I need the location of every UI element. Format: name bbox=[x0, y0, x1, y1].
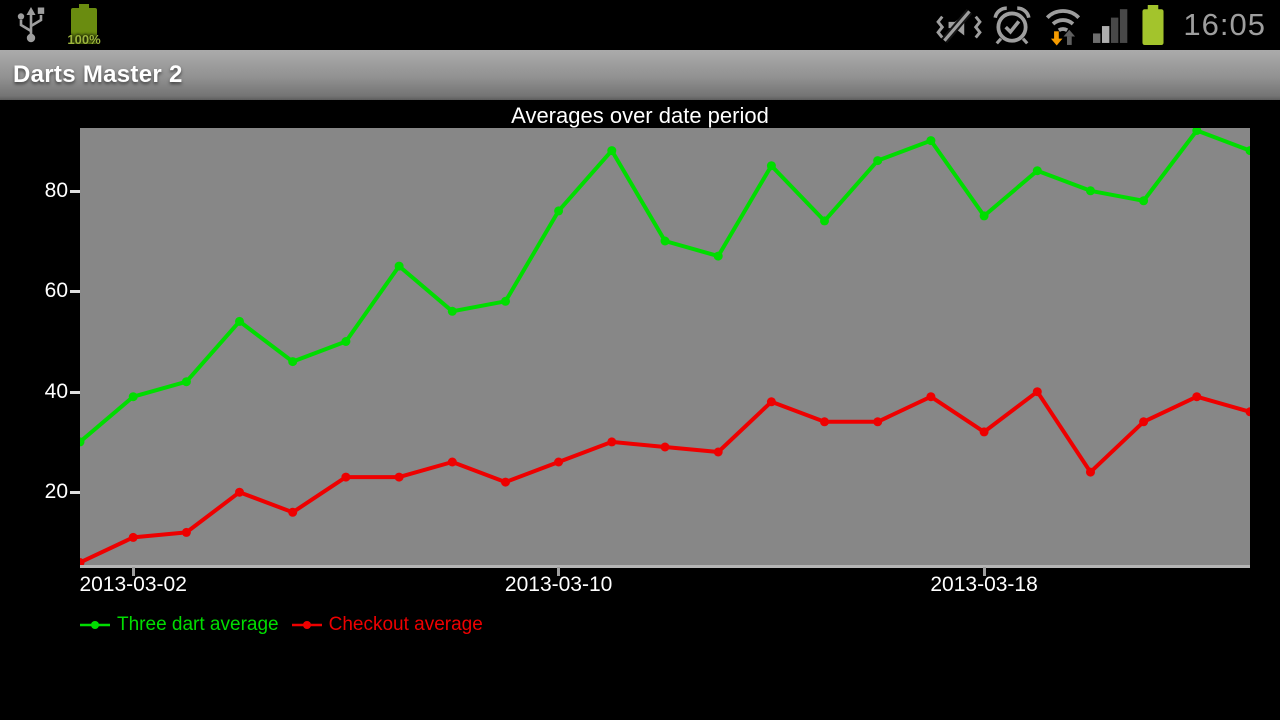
data-point bbox=[766, 397, 776, 407]
data-point bbox=[1032, 387, 1042, 397]
battery-charging-shape bbox=[71, 4, 97, 44]
data-point bbox=[660, 442, 670, 452]
signal-icon bbox=[1093, 9, 1128, 43]
chart-title: Averages over date period bbox=[511, 103, 769, 128]
data-point bbox=[1086, 467, 1095, 477]
vibrate-icon bbox=[936, 9, 983, 44]
data-point bbox=[341, 472, 351, 482]
x-tick-mark bbox=[131, 567, 135, 576]
usb-icon bbox=[17, 7, 45, 43]
data-point bbox=[447, 457, 457, 467]
data-point bbox=[1245, 146, 1250, 156]
data-point bbox=[181, 377, 191, 387]
x-tick-mark bbox=[982, 567, 986, 576]
data-point bbox=[607, 437, 617, 447]
chart-legend: Three dart average Checkout average bbox=[80, 614, 483, 636]
status-bar-right: 16:05 bbox=[936, 0, 1266, 50]
legend-item-0: Three dart average bbox=[80, 614, 279, 636]
data-point bbox=[660, 236, 670, 246]
data-point bbox=[1086, 186, 1095, 196]
y-tick-mark bbox=[70, 189, 80, 193]
y-tick-mark bbox=[70, 290, 80, 294]
battery-charging-icon: 100% bbox=[64, 2, 104, 48]
data-point bbox=[873, 417, 883, 427]
data-point bbox=[447, 306, 457, 316]
data-point bbox=[766, 161, 776, 171]
x-tick-mark bbox=[557, 567, 561, 576]
legend-marker-icon bbox=[291, 621, 322, 629]
data-point bbox=[1032, 166, 1042, 176]
data-point bbox=[501, 477, 510, 487]
wifi-icon bbox=[1046, 9, 1081, 46]
y-tick-mark bbox=[70, 390, 80, 394]
y-tick-label: 60 bbox=[44, 279, 68, 303]
plot-svg bbox=[80, 128, 1250, 565]
series-line-0 bbox=[80, 128, 1250, 444]
battery-percent-label: 100% bbox=[67, 32, 101, 47]
series-line-1 bbox=[80, 389, 1250, 565]
alarm-icon bbox=[993, 6, 1031, 45]
data-point bbox=[394, 472, 404, 482]
legend-item-1: Checkout average bbox=[291, 614, 483, 636]
data-point bbox=[80, 558, 85, 565]
data-point bbox=[1192, 128, 1202, 135]
battery-icon bbox=[1142, 5, 1164, 45]
data-point bbox=[873, 156, 883, 166]
data-point bbox=[288, 507, 298, 517]
x-axis-line bbox=[80, 565, 1250, 568]
data-point bbox=[979, 211, 989, 221]
data-point bbox=[128, 532, 138, 542]
data-point bbox=[1139, 417, 1149, 427]
plot-area bbox=[80, 128, 1250, 565]
data-point bbox=[554, 457, 564, 467]
legend-marker-icon bbox=[80, 621, 110, 629]
data-point bbox=[288, 357, 298, 367]
legend-label: Checkout average bbox=[328, 614, 483, 635]
data-point bbox=[394, 261, 404, 271]
data-point bbox=[979, 427, 989, 437]
status-bar-left: 100% bbox=[14, 0, 104, 50]
data-point bbox=[926, 136, 936, 146]
data-point bbox=[713, 447, 723, 457]
wifi-upload-arrow bbox=[1063, 29, 1076, 45]
data-point bbox=[713, 251, 723, 261]
data-point bbox=[1139, 196, 1149, 206]
data-point bbox=[235, 316, 244, 326]
status-bar: 100% bbox=[0, 0, 1280, 50]
data-point bbox=[926, 392, 936, 402]
data-point bbox=[501, 296, 510, 306]
data-point bbox=[181, 527, 191, 537]
app-title: Darts Master 2 bbox=[13, 61, 183, 88]
wifi-download-arrow bbox=[1051, 31, 1063, 46]
legend-label: Three dart average bbox=[117, 614, 279, 635]
y-tick-label: 40 bbox=[44, 379, 68, 403]
data-point bbox=[820, 417, 829, 427]
data-point bbox=[128, 392, 138, 402]
data-point bbox=[1245, 407, 1250, 417]
x-tick-label: 2013-03-10 bbox=[504, 573, 613, 596]
data-point bbox=[1192, 392, 1202, 402]
data-point bbox=[607, 146, 617, 156]
app-title-bar: Darts Master 2 bbox=[0, 50, 1280, 100]
y-tick-mark bbox=[70, 491, 80, 495]
y-tick-label: 20 bbox=[44, 480, 68, 504]
x-tick-label: 2013-03-18 bbox=[930, 573, 1038, 596]
data-point bbox=[235, 487, 244, 497]
data-point bbox=[820, 216, 829, 226]
x-tick-label: 2013-03-02 bbox=[79, 573, 187, 596]
data-point bbox=[80, 437, 85, 447]
data-point bbox=[554, 206, 564, 216]
data-point bbox=[341, 337, 351, 346]
clock-label: 16:05 bbox=[1183, 7, 1266, 42]
y-tick-label: 80 bbox=[44, 178, 68, 202]
